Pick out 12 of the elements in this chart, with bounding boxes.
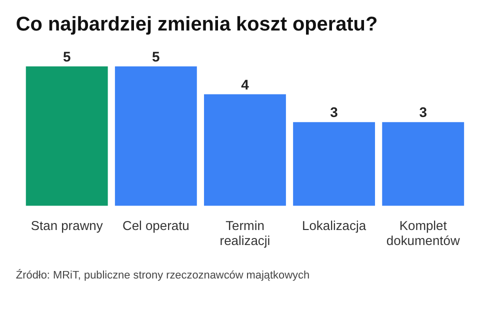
x-tick-label: Stan prawny xyxy=(30,218,104,234)
x-tick-label: Termin realizacji xyxy=(220,218,270,248)
data-label: 5 xyxy=(152,48,160,64)
x-tick-label: Komplet dokumentów xyxy=(386,218,460,248)
data-label: 3 xyxy=(419,104,428,120)
data-label: 3 xyxy=(330,104,338,120)
chart-title: Co najbardziej zmienia koszt operatu? xyxy=(16,14,378,36)
data-label: 4 xyxy=(241,76,250,92)
data-label: 5 xyxy=(62,48,71,64)
x-tick-label: Cel operatu xyxy=(122,218,190,234)
text: Źródło: MRiT, publiczne strony rzeczoznawców majątkowych xyxy=(16,268,310,282)
x-tick-label: Lokalizacja xyxy=(302,218,367,234)
